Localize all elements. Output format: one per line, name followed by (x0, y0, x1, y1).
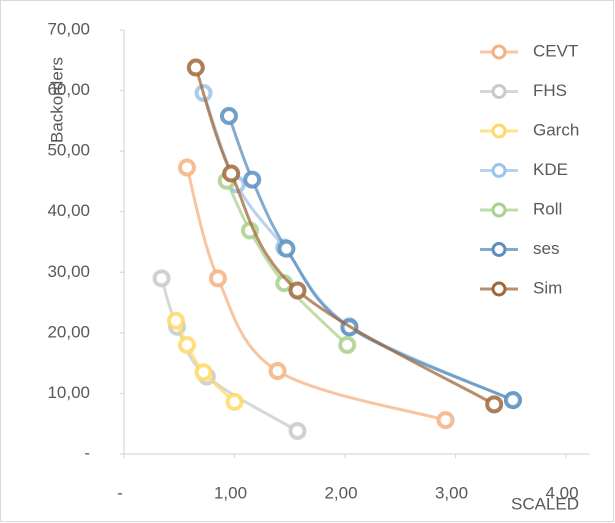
data-point (436, 411, 455, 430)
series-line (227, 115, 514, 402)
x-tick-label: 4,00 (545, 483, 578, 502)
data-point (485, 395, 504, 414)
y-tick-label: 70,00 (47, 19, 90, 38)
legend-label: ses (533, 239, 559, 258)
legend-marker (491, 84, 507, 99)
data-point (225, 392, 244, 411)
data-point (277, 239, 296, 258)
x-tick-label: - (117, 483, 123, 502)
y-axis-title: Backorders (47, 57, 66, 143)
y-tick-label: 40,00 (47, 201, 90, 220)
legend-marker (491, 281, 507, 297)
data-point (186, 58, 205, 77)
data-point (219, 107, 238, 126)
legend-marker (491, 163, 507, 178)
series-line (194, 67, 495, 406)
legend-label: Garch (533, 120, 579, 139)
x-tick-label: 3,00 (435, 483, 468, 502)
x-tick-label: 2,00 (324, 483, 357, 502)
y-tick-label: 10,00 (47, 383, 90, 402)
legend-marker (491, 123, 507, 139)
legend-label: CEVT (533, 41, 578, 60)
legend-marker (491, 242, 507, 257)
data-point (166, 311, 185, 330)
data-point (288, 421, 307, 440)
series-line (174, 320, 236, 403)
data-point (288, 281, 307, 300)
legend-label: KDE (533, 160, 568, 179)
legend-label: FHS (533, 81, 567, 100)
data-point (338, 335, 357, 354)
y-tick-label: 60,00 (47, 80, 90, 99)
series-line (185, 167, 446, 422)
data-point (152, 269, 171, 288)
legend-label: Roll (533, 199, 562, 218)
data-point (222, 164, 241, 183)
legend-marker (491, 202, 507, 218)
data-point (177, 335, 196, 354)
data-point (503, 391, 522, 410)
data-point (243, 170, 262, 189)
data-point (177, 158, 196, 177)
data-point (208, 269, 227, 288)
series-line (160, 277, 299, 433)
x-axis-title: SCALED (511, 494, 579, 513)
data-point (194, 363, 213, 382)
y-tick-label: 20,00 (47, 322, 90, 341)
series-line (225, 180, 349, 347)
y-tick-label: - (84, 443, 90, 462)
data-point (268, 362, 287, 381)
x-tick-label: 1,00 (214, 483, 247, 502)
y-tick-label: 50,00 (47, 141, 90, 160)
legend-marker (491, 44, 507, 60)
y-tick-label: 30,00 (47, 262, 90, 281)
legend-label: Sim (533, 278, 562, 297)
